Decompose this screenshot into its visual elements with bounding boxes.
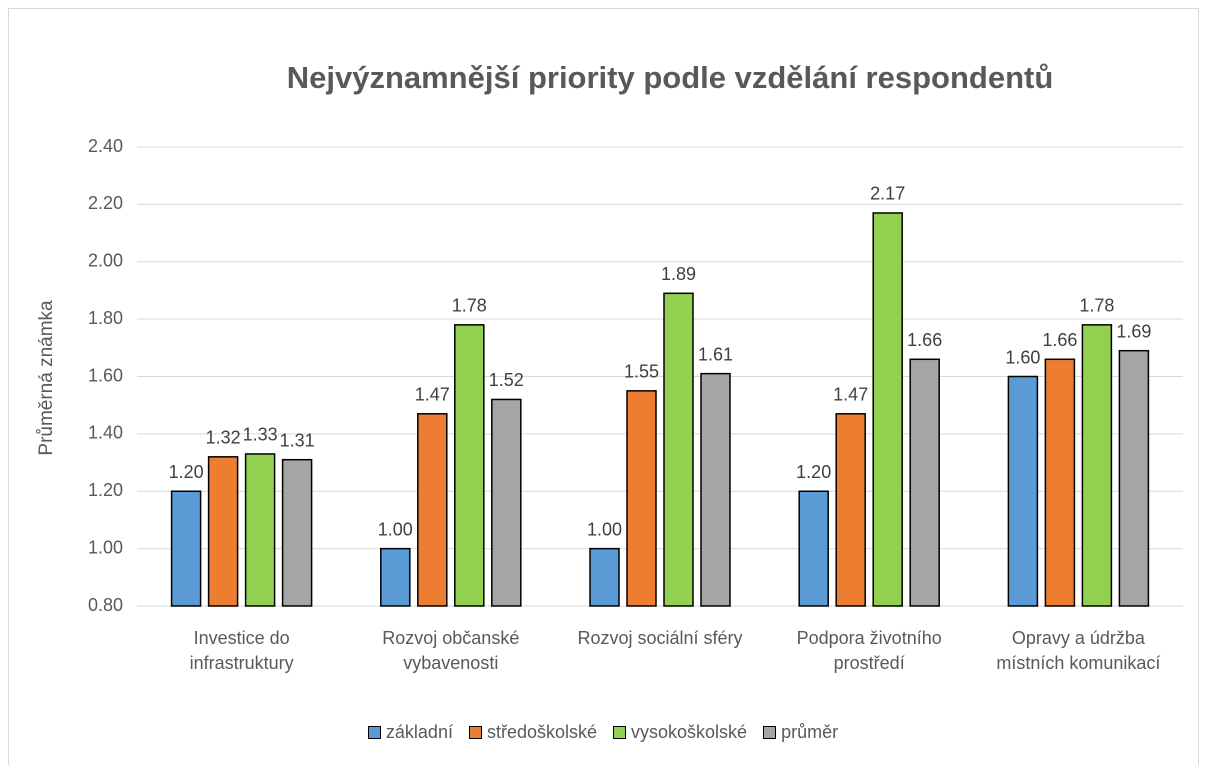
y-axis-label: Průměrná známka <box>36 300 57 456</box>
legend-item: průměr <box>763 722 838 743</box>
legend-label: vysokoškolské <box>631 722 748 742</box>
legend-item: základní <box>367 722 453 743</box>
bar <box>281 458 313 607</box>
bar <box>417 413 448 607</box>
data-label: 1.47 <box>415 385 450 405</box>
data-label: 1.00 <box>587 519 622 539</box>
bar <box>380 547 411 607</box>
legend: základní středoškolské vysokoškolské průměr <box>0 722 1206 743</box>
bar <box>207 456 239 607</box>
chart-title: Nejvýznamnější priority podle vzdělání r… <box>287 60 1054 95</box>
bar <box>244 453 276 607</box>
bar <box>1081 324 1113 607</box>
data-label: 1.31 <box>280 430 315 450</box>
x-tick-label: Opravy a údržba místních komunikací <box>996 628 1161 673</box>
data-label: 1.78 <box>452 296 487 316</box>
y-tick-label: 1.40 <box>88 423 123 443</box>
y-tick-label: 1.80 <box>88 308 123 328</box>
data-label: 1.61 <box>698 344 733 364</box>
bar <box>1044 358 1076 607</box>
x-tick-label: Investice do infrastruktury <box>189 628 294 673</box>
data-label: 1.32 <box>206 428 241 448</box>
y-tick-label: 2.40 <box>88 136 123 156</box>
bar <box>835 413 866 607</box>
data-label: 1.89 <box>661 264 696 284</box>
legend-label: průměr <box>781 722 839 742</box>
y-tick-label: 0.80 <box>88 595 123 615</box>
chart-frame <box>8 8 1199 765</box>
x-tick-label: Rozvoj sociální sféry <box>577 628 743 648</box>
legend-swatch <box>367 726 381 739</box>
y-tick-label: 1.20 <box>88 480 123 500</box>
bar <box>798 490 829 607</box>
y-tick-label: 1.00 <box>88 537 123 557</box>
bar <box>170 490 202 607</box>
bar <box>454 324 485 607</box>
legend-label: středoškolské <box>486 722 598 742</box>
bar <box>909 358 940 607</box>
y-tick-label: 2.00 <box>88 251 123 271</box>
bar <box>700 372 731 607</box>
bar <box>626 390 657 607</box>
data-label: 1.66 <box>1042 330 1077 350</box>
data-label: 1.69 <box>1116 321 1151 341</box>
legend-label: základní <box>385 722 453 742</box>
bar <box>1118 349 1150 607</box>
legend-item: středoškolské <box>468 722 598 743</box>
data-label: 1.60 <box>1005 347 1040 367</box>
x-tick-label: Rozvoj občanské vybavenosti <box>382 628 520 673</box>
data-label: 2.17 <box>870 184 905 204</box>
x-tick-label: Podpora životního prostředí <box>796 628 942 673</box>
y-tick-label: 2.20 <box>88 193 123 213</box>
legend-swatch <box>763 726 777 739</box>
data-label: 1.47 <box>833 385 868 405</box>
data-label: 1.00 <box>378 519 413 539</box>
legend-swatch <box>613 726 627 739</box>
bar <box>872 212 903 607</box>
data-label: 1.66 <box>907 330 942 350</box>
data-label: 1.55 <box>624 362 659 382</box>
data-label: 1.52 <box>489 370 524 390</box>
bar <box>589 547 620 607</box>
bar <box>491 398 522 607</box>
legend-swatch <box>468 726 482 739</box>
bar <box>663 292 694 607</box>
data-label: 1.20 <box>796 462 831 482</box>
data-label: 1.78 <box>1079 296 1114 316</box>
legend-item: vysokoškolské <box>613 722 747 743</box>
bar <box>1007 375 1039 607</box>
data-label: 1.33 <box>243 425 278 445</box>
data-label: 1.20 <box>169 462 204 482</box>
y-tick-label: 1.60 <box>88 365 123 385</box>
